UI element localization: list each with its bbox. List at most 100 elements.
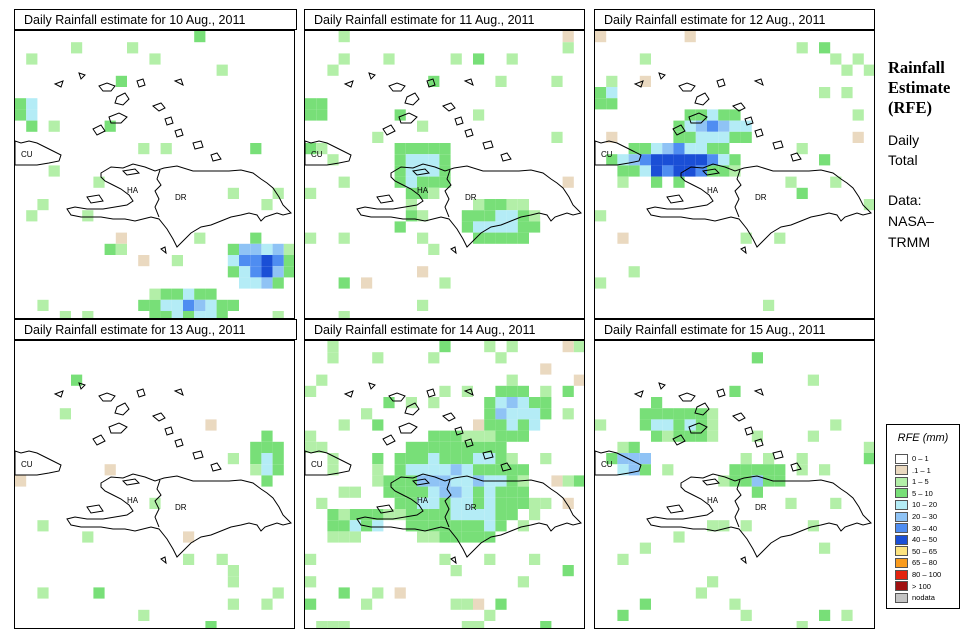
- rain-cell: [349, 486, 361, 498]
- rain-cell: [104, 464, 116, 476]
- rain-cell: [394, 109, 406, 121]
- rain-cell: [506, 385, 518, 397]
- rain-cell: [383, 475, 395, 487]
- rain-cell: [26, 210, 38, 222]
- rain-cell: [651, 430, 663, 442]
- rain-cell: [305, 232, 317, 244]
- rain-cell: [428, 430, 440, 442]
- rain-cell: [127, 42, 139, 54]
- rain-cell: [517, 221, 529, 233]
- rain-cell: [439, 277, 451, 289]
- rainfall-map: CU HA DR: [304, 30, 585, 319]
- rain-cell: [26, 98, 38, 110]
- rain-cell: [495, 408, 507, 420]
- rain-cell: [216, 299, 228, 311]
- legend-label: 80 – 100: [912, 570, 942, 579]
- rain-cell: [37, 199, 49, 211]
- rain-cell: [417, 143, 429, 155]
- rain-cell: [639, 143, 651, 155]
- rain-cell: [651, 408, 663, 420]
- rain-cell: [830, 497, 842, 509]
- rain-cell: [439, 143, 451, 155]
- rain-cell: [495, 598, 507, 610]
- hispaniola-coastline: [646, 163, 872, 248]
- bahamas-island-coastline: [108, 112, 128, 124]
- rain-cell: [819, 87, 831, 99]
- rain-cell: [405, 397, 417, 409]
- rain-cell: [517, 419, 529, 431]
- rain-cell: [250, 232, 262, 244]
- rain-cell: [473, 221, 485, 233]
- rain-cell: [819, 464, 831, 476]
- rain-cell: [506, 509, 518, 521]
- rain-cell: [484, 520, 496, 532]
- rain-cell: [495, 75, 507, 87]
- legend-label: 5 – 10: [912, 488, 933, 498]
- tortuga-coastline: [121, 478, 141, 486]
- rain-cell: [394, 509, 406, 521]
- rain-cells: [305, 341, 584, 628]
- rain-cell: [617, 232, 629, 244]
- rain-cell: [261, 243, 273, 255]
- rain-cell: [695, 419, 707, 431]
- rain-cell: [417, 165, 429, 177]
- rain-cell: [740, 120, 752, 132]
- panel-title: Daily Rainfall estimate for 12 Aug., 201…: [594, 9, 875, 30]
- rain-cells: [305, 31, 574, 318]
- rain-cell: [428, 243, 440, 255]
- rain-cell: [394, 221, 406, 233]
- rain-cell: [394, 497, 406, 509]
- legend-label: .1 – 1: [912, 465, 931, 475]
- bahamas-island-coastline: [164, 426, 174, 436]
- rain-cell: [695, 120, 707, 132]
- rain-cell: [729, 131, 741, 143]
- rain-cell: [183, 553, 195, 565]
- rain-cell: [26, 53, 38, 65]
- bahamas-island-coastline: [500, 462, 512, 472]
- rain-cell: [227, 598, 239, 610]
- rain-cell: [450, 565, 462, 577]
- rain-cell: [15, 98, 27, 110]
- rain-cell: [417, 497, 429, 509]
- rain-cell: [26, 109, 38, 121]
- rain-cell: [417, 475, 429, 487]
- legend-label: > 100: [912, 581, 931, 591]
- rain-cell: [729, 385, 741, 397]
- rain-cell: [216, 64, 228, 76]
- rain-cell: [540, 497, 552, 509]
- rain-cell: [617, 154, 629, 166]
- rain-cell: [194, 299, 206, 311]
- haiti-dr-border: [444, 169, 452, 218]
- beata-coastline: [450, 556, 457, 565]
- rain-cell: [506, 210, 518, 222]
- rain-cell: [439, 486, 451, 498]
- rain-cell: [327, 621, 339, 628]
- rain-cell: [484, 408, 496, 420]
- cuba-coastline: [595, 450, 642, 476]
- rain-cell: [651, 419, 663, 431]
- rain-cell: [628, 464, 640, 476]
- rain-cell: [349, 520, 361, 532]
- rain-cell: [417, 453, 429, 465]
- bahamas-island-coastline: [754, 438, 764, 448]
- rain-cell: [540, 621, 552, 628]
- rain-cell: [417, 509, 429, 521]
- rain-cell: [495, 419, 507, 431]
- bahamas-island-coastline: [98, 82, 116, 92]
- rain-cell: [149, 53, 161, 65]
- rain-cell: [450, 475, 462, 487]
- rain-cell: [394, 486, 406, 498]
- rain-cell: [506, 453, 518, 465]
- rainfall-panel: Daily Rainfall estimate for 12 Aug., 201…: [594, 9, 875, 319]
- rain-cell: [316, 497, 328, 509]
- rain-cell: [684, 120, 696, 132]
- bahamas-island-coastline: [343, 390, 354, 398]
- rain-cell: [405, 187, 417, 199]
- rain-cell: [250, 266, 262, 278]
- legend-label: 50 – 65: [912, 546, 938, 556]
- rain-cell: [473, 598, 485, 610]
- rain-cell: [372, 419, 384, 431]
- bahamas-island-coastline: [463, 388, 474, 396]
- bahamas-island-coastline: [732, 102, 746, 112]
- rain-cell: [272, 266, 284, 278]
